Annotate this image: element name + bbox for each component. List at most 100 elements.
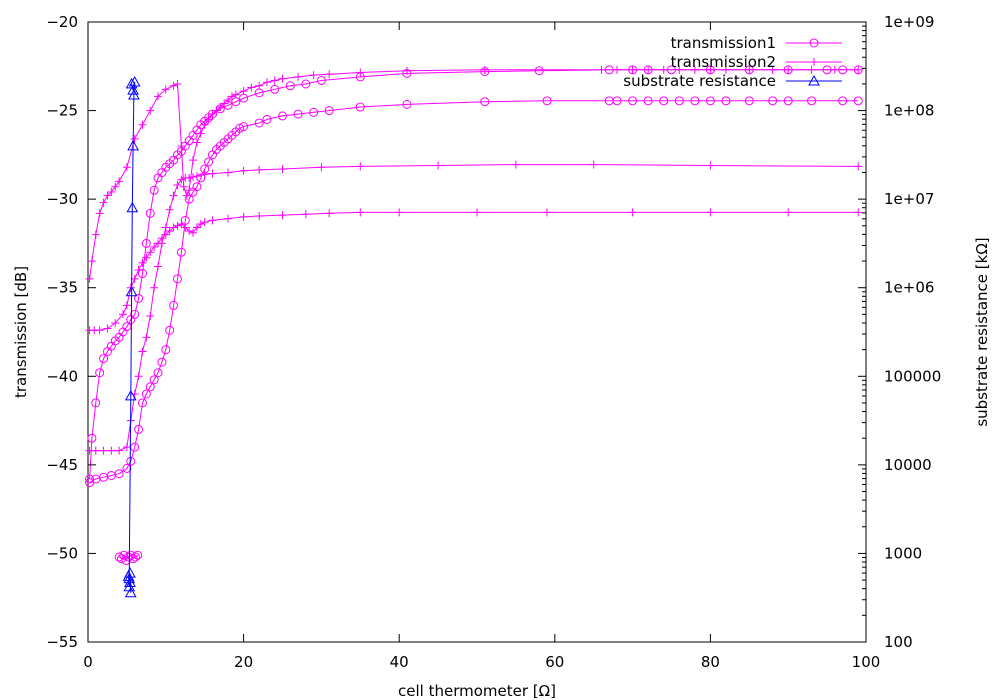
transmission2-point	[480, 65, 489, 74]
substrate-resistance-point	[128, 76, 141, 87]
transmission2-point	[262, 78, 271, 87]
transmission2-point	[177, 175, 186, 184]
x-tick-label: 100	[852, 653, 881, 671]
transmission2-line	[89, 211, 859, 331]
transmission2-point	[177, 142, 186, 150]
transmission2-point	[784, 208, 793, 217]
transmission1-point	[161, 345, 171, 355]
transmission1-point	[176, 247, 186, 257]
transmission1-point	[783, 96, 793, 106]
transmission1-point	[137, 398, 147, 408]
transmission1-point	[134, 424, 144, 434]
transmission2-point	[224, 168, 233, 177]
transmission1-point	[145, 208, 155, 218]
transmission2-point	[278, 165, 287, 174]
transmission2-point	[301, 210, 310, 219]
transmission2-point	[309, 71, 318, 80]
y-tick-label: −20	[46, 13, 78, 31]
transmission2-point	[356, 162, 365, 171]
transmission2-point	[91, 446, 100, 455]
transmission2-point	[173, 80, 182, 88]
transmission1-point	[278, 111, 287, 121]
transmission1-point	[99, 354, 109, 364]
transmission1-point	[542, 96, 552, 106]
transmission2-point	[220, 99, 229, 108]
transmission2-line	[89, 164, 859, 452]
transmission2-point	[721, 65, 730, 74]
x-tick-label: 80	[701, 653, 720, 671]
substrate-resistance-point	[124, 389, 137, 401]
transmission2-point	[192, 223, 201, 232]
transmission2-point	[130, 134, 139, 143]
substrate-resistance-point	[126, 201, 139, 213]
transmission2-point	[189, 228, 198, 237]
transmission2-point	[255, 81, 264, 90]
transmission2-point	[227, 92, 236, 101]
transmission2-point	[192, 138, 201, 147]
transmission2-point	[597, 65, 606, 74]
transmission2-point	[85, 274, 94, 283]
y2-tick-label: 10000	[884, 456, 932, 474]
legend-marker-transmission1	[809, 38, 819, 48]
transmission2-point	[239, 212, 248, 221]
transmission2-point	[204, 115, 213, 124]
transmission2-point	[706, 161, 715, 170]
transmission2-point	[511, 160, 520, 169]
transmission2-point	[138, 120, 147, 129]
axes: 0 20 40 60 80 100 −55 −50 −45 −40 −35 −30 −25 −20 100 1…	[12, 13, 991, 700]
transmission2-point	[185, 227, 194, 236]
transmission1-point	[659, 96, 669, 106]
transmission2-point	[150, 283, 159, 292]
transmission2-point	[115, 177, 124, 186]
transmission1-point	[643, 96, 653, 106]
transmission2-point	[179, 182, 188, 191]
transmission2-point	[154, 239, 163, 248]
transmission2-point	[185, 186, 194, 195]
transmission2-point	[161, 223, 170, 232]
transmission2-point	[146, 312, 155, 321]
transmission2-point	[675, 65, 684, 74]
transmission2-point	[95, 326, 104, 335]
transmission1-point	[239, 122, 249, 132]
transmission2-point	[185, 173, 194, 182]
y-tick-label: −35	[46, 279, 78, 297]
transmission2-point	[107, 188, 116, 197]
plot-frame	[87, 21, 867, 643]
transmission2-point	[200, 170, 209, 179]
transmission1-point	[270, 84, 280, 94]
transmission1-point	[480, 97, 490, 107]
transmission1-point	[134, 293, 144, 303]
transmission1-point	[807, 96, 817, 106]
transmission1-point	[744, 96, 754, 106]
transmission2-point	[103, 191, 112, 200]
transmission2-point	[325, 209, 334, 218]
transmission2-point	[706, 208, 715, 217]
transmission2-point	[161, 85, 170, 94]
y-tick-label: −55	[46, 633, 78, 651]
y2-tick-label: 1e+08	[884, 102, 934, 120]
transmission2-point	[196, 129, 205, 138]
y2-tick-label: 1e+06	[884, 279, 934, 297]
transmission1-point	[838, 96, 848, 106]
transmission2-point	[95, 209, 104, 218]
transmission2-point	[122, 163, 131, 172]
transmission2-point	[255, 165, 264, 174]
transmission2-point	[165, 205, 174, 214]
transmission1-point	[141, 389, 151, 399]
transmission2-point	[107, 446, 116, 455]
transmission2-point	[473, 208, 481, 217]
transmission2-point	[212, 106, 221, 115]
transmission1-point	[91, 398, 101, 408]
transmission1-point	[85, 474, 95, 484]
substrate-resistance-point	[125, 77, 138, 89]
transmission1-point	[721, 96, 731, 106]
transmission2-point	[161, 230, 170, 239]
substrate-resistance-point	[123, 572, 136, 584]
x-tick-label: 40	[390, 653, 409, 671]
transmission2-point	[173, 221, 182, 230]
transmission2-point	[434, 161, 443, 170]
transmission1-point	[192, 182, 202, 192]
transmission2-point	[325, 70, 334, 79]
substrate-resistance-point	[127, 139, 139, 151]
